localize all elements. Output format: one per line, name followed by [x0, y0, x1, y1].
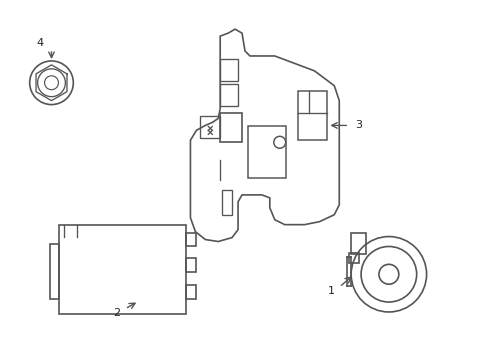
Bar: [220, 59, 238, 81]
Text: 3: 3: [356, 121, 363, 130]
Bar: [351, 233, 366, 255]
Bar: [187, 285, 196, 299]
Text: 4: 4: [36, 38, 43, 48]
Bar: [248, 126, 286, 178]
Text: 2: 2: [113, 308, 121, 318]
Circle shape: [38, 69, 65, 96]
Bar: [187, 258, 196, 272]
Circle shape: [274, 136, 286, 148]
Bar: [297, 91, 327, 140]
Bar: [349, 253, 359, 264]
Circle shape: [361, 247, 416, 302]
Bar: [59, 225, 187, 314]
Bar: [222, 190, 232, 215]
Circle shape: [45, 76, 58, 90]
Circle shape: [379, 264, 399, 284]
Bar: [187, 233, 196, 247]
Circle shape: [30, 61, 74, 105]
Bar: [200, 117, 220, 138]
Text: 1: 1: [328, 286, 335, 296]
Bar: [49, 244, 59, 299]
Circle shape: [351, 237, 427, 312]
Bar: [220, 84, 238, 105]
Bar: [220, 113, 242, 142]
